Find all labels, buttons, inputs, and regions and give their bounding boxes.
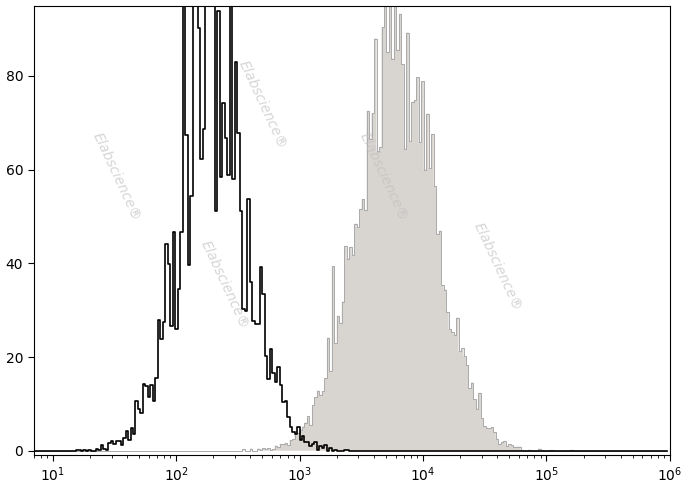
Text: Elabscience®: Elabscience® <box>471 220 525 313</box>
Text: Elabscience®: Elabscience® <box>236 58 289 151</box>
Text: Elabscience®: Elabscience® <box>89 130 143 223</box>
Text: Elabscience®: Elabscience® <box>198 238 251 331</box>
Text: Elabscience®: Elabscience® <box>357 130 410 223</box>
